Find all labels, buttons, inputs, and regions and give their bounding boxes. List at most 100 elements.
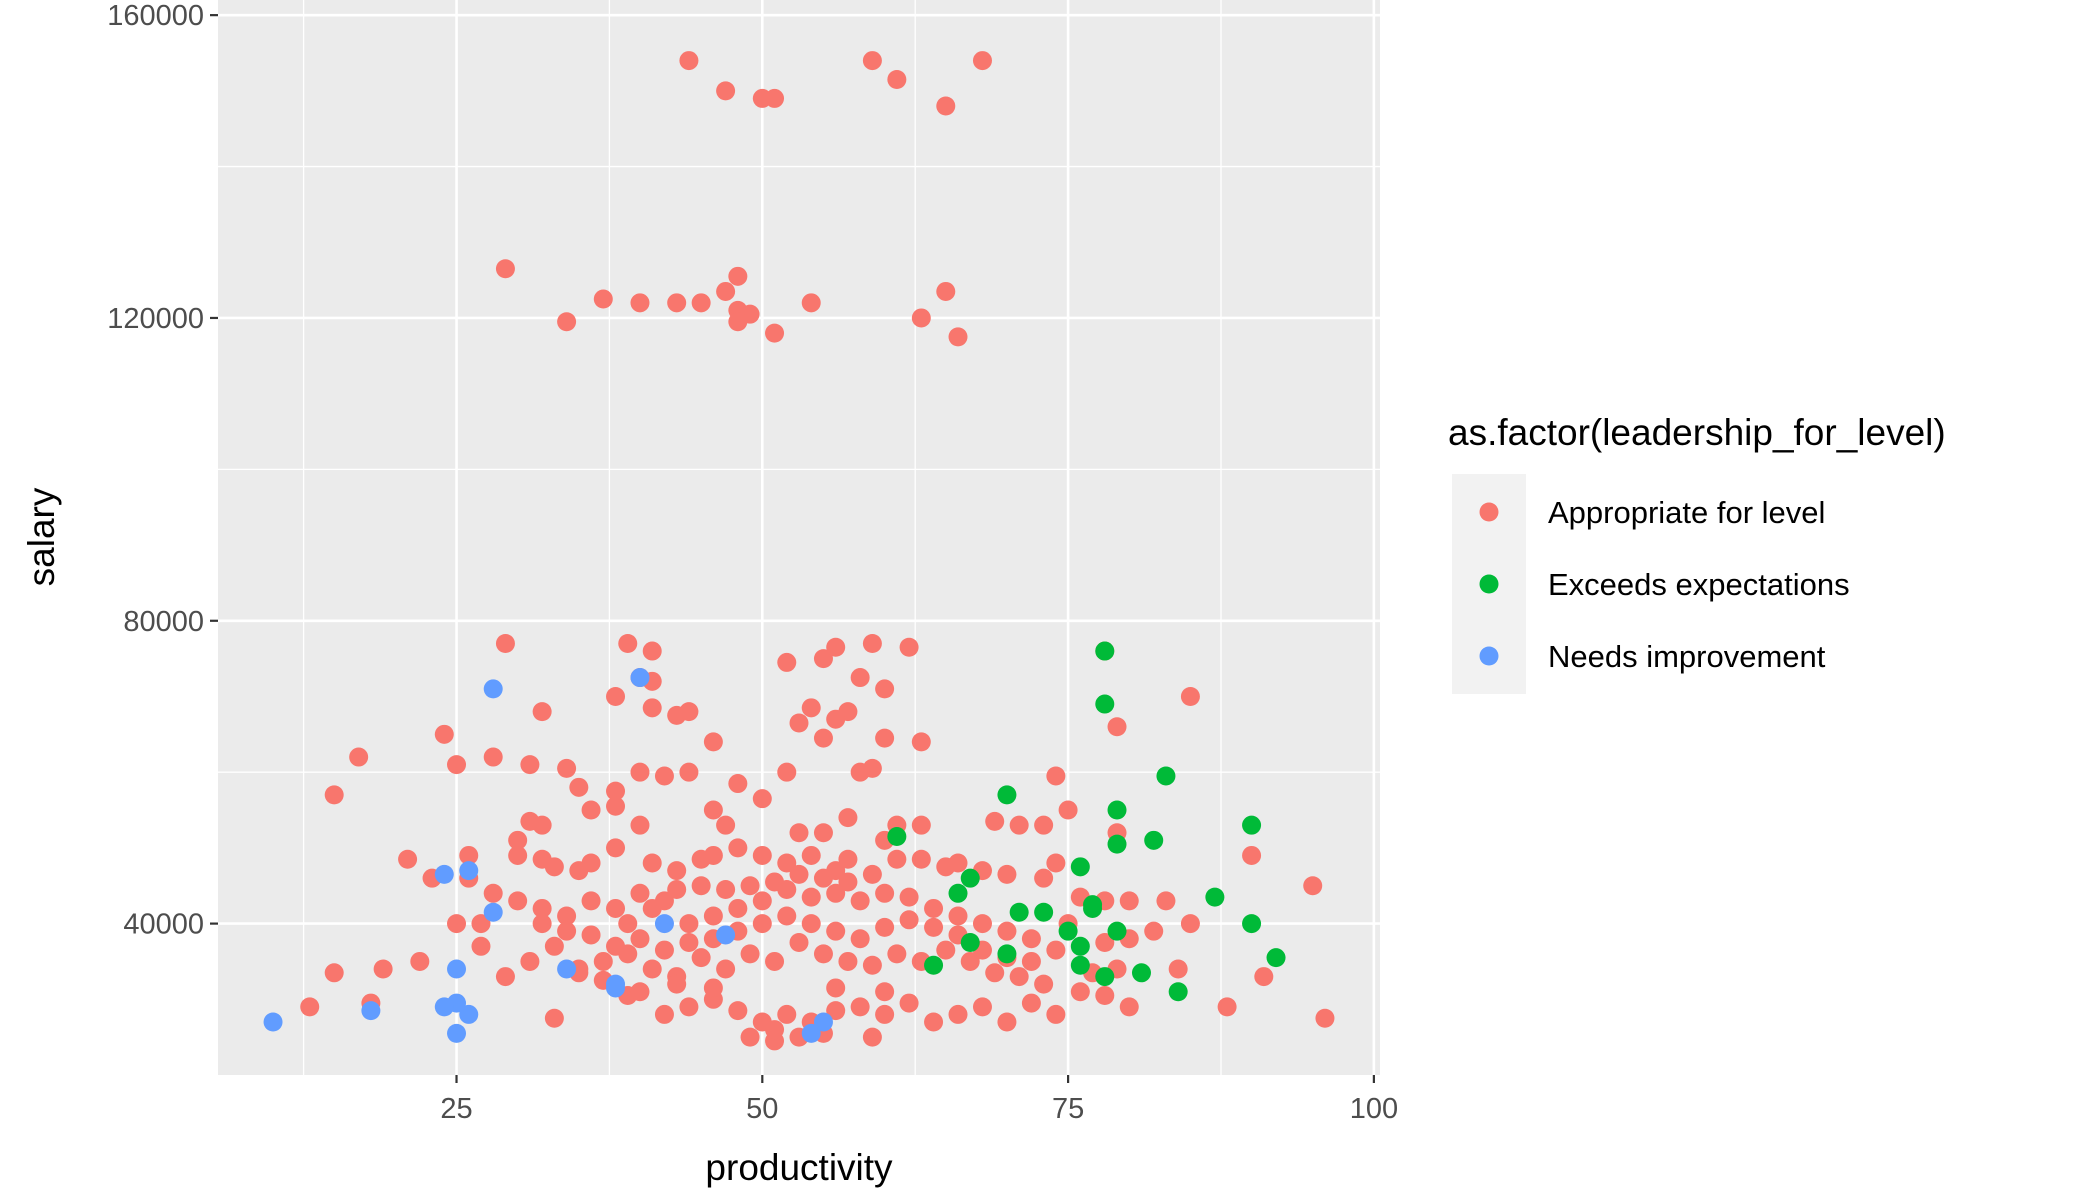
point-appropriate-for-level [777,853,797,873]
point-appropriate-for-level [728,312,748,332]
point-appropriate-for-level [1168,959,1188,979]
point-appropriate-for-level [642,959,662,979]
point-needs-improvement [801,1023,821,1043]
point-appropriate-for-level [1119,997,1139,1017]
point-appropriate-for-level [495,259,515,279]
point-appropriate-for-level [777,652,797,672]
point-appropriate-for-level [972,51,992,71]
point-appropriate-for-level [593,289,613,309]
y-tick-label: 40000 [123,909,204,941]
point-appropriate-for-level [630,293,650,313]
point-appropriate-for-level [703,732,723,752]
point-exceeds-expectations [1107,921,1127,941]
point-appropriate-for-level [789,823,809,843]
major-gridlines [218,0,1380,1075]
point-appropriate-for-level [862,633,882,653]
point-appropriate-for-level [703,906,723,926]
point-appropriate-for-level [948,906,968,926]
point-appropriate-for-level [716,815,736,835]
data-points [263,51,1335,1051]
point-appropriate-for-level [630,762,650,782]
point-appropriate-for-level [801,698,821,718]
point-appropriate-for-level [765,88,785,108]
point-appropriate-for-level [508,830,528,850]
point-appropriate-for-level [850,891,870,911]
point-appropriate-for-level [972,997,992,1017]
point-appropriate-for-level [899,637,919,657]
minor-gridlines [218,0,1380,1075]
legend: as.factor(leadership_for_level) Appropri… [1448,412,1946,694]
point-appropriate-for-level [642,641,662,661]
point-exceeds-expectations [1131,963,1151,983]
point-appropriate-for-level [667,880,687,900]
point-appropriate-for-level [618,633,638,653]
point-appropriate-for-level [838,808,858,828]
point-exceeds-expectations [1009,902,1029,922]
point-appropriate-for-level [1046,766,1066,786]
point-appropriate-for-level [728,898,748,918]
point-appropriate-for-level [826,1001,846,1021]
point-appropriate-for-level [398,849,418,869]
point-exceeds-expectations [1266,948,1286,968]
point-appropriate-for-level [801,914,821,934]
point-appropriate-for-level [557,758,577,778]
point-appropriate-for-level [654,1004,674,1024]
point-appropriate-for-level [630,982,650,1002]
point-appropriate-for-level [1303,876,1323,896]
point-exceeds-expectations [1156,766,1176,786]
point-appropriate-for-level [826,637,846,657]
x-tick-label: 25 [440,1093,472,1125]
point-exceeds-expectations [948,883,968,903]
point-appropriate-for-level [862,1027,882,1047]
point-appropriate-for-level [691,876,711,896]
point-appropriate-for-level [777,762,797,782]
x-tick-label: 100 [1350,1093,1398,1125]
point-appropriate-for-level [434,724,454,744]
point-exceeds-expectations [1168,982,1188,1002]
point-appropriate-for-level [1034,974,1054,994]
point-appropriate-for-level [557,312,577,332]
point-appropriate-for-level [544,936,564,956]
point-needs-improvement [606,974,626,994]
point-appropriate-for-level [777,906,797,926]
point-needs-improvement [447,1023,467,1043]
point-appropriate-for-level [936,281,956,301]
point-appropriate-for-level [593,951,613,971]
point-appropriate-for-level [557,921,577,941]
point-appropriate-for-level [875,679,895,699]
legend-label-appropriate-for-level: Appropriate for level [1548,495,1825,530]
legend-label-exceeds-expectations: Exceeds expectations [1548,567,1850,602]
point-appropriate-for-level [471,914,491,934]
point-appropriate-for-level [544,857,564,877]
x-axis: 25 50 75 100 [440,1075,1398,1125]
point-appropriate-for-level [997,921,1017,941]
point-appropriate-for-level [826,709,846,729]
point-needs-improvement [483,902,503,922]
point-appropriate-for-level [862,51,882,71]
point-appropriate-for-level [801,887,821,907]
point-appropriate-for-level [557,906,577,926]
point-appropriate-for-level [740,876,760,896]
point-appropriate-for-level [862,955,882,975]
point-exceeds-expectations [1144,830,1164,850]
point-needs-improvement [630,668,650,688]
point-appropriate-for-level [606,838,626,858]
point-appropriate-for-level [911,815,931,835]
point-appropriate-for-level [532,815,552,835]
point-appropriate-for-level [765,872,785,892]
point-appropriate-for-level [642,698,662,718]
x-axis-title: productivity [705,1147,893,1188]
point-appropriate-for-level [1095,933,1115,953]
point-appropriate-for-level [1046,1004,1066,1024]
point-appropriate-for-level [1217,997,1237,1017]
point-appropriate-for-level [520,951,540,971]
point-appropriate-for-level [936,940,956,960]
y-tick-label: 120000 [107,303,204,335]
point-needs-improvement [434,864,454,884]
point-appropriate-for-level [544,1008,564,1028]
point-appropriate-for-level [985,811,1005,831]
point-appropriate-for-level [911,849,931,869]
point-exceeds-expectations [887,827,907,847]
point-needs-improvement [716,925,736,945]
point-appropriate-for-level [1009,815,1029,835]
